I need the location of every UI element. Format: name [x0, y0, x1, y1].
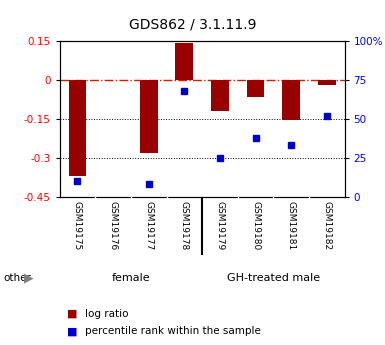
Text: GSM19181: GSM19181 — [287, 201, 296, 250]
Text: ▶: ▶ — [24, 271, 34, 284]
Bar — [176, 43, 193, 80]
Bar — [282, 80, 300, 120]
Text: GH-treated male: GH-treated male — [227, 273, 320, 283]
Text: GSM19179: GSM19179 — [216, 201, 224, 250]
Text: GSM19177: GSM19177 — [144, 201, 153, 250]
Bar — [69, 80, 86, 176]
Text: log ratio: log ratio — [85, 309, 128, 319]
Bar — [318, 80, 336, 85]
Text: GSM19180: GSM19180 — [251, 201, 260, 250]
Text: ■: ■ — [67, 326, 78, 336]
Text: other: other — [4, 273, 32, 283]
Text: GSM19175: GSM19175 — [73, 201, 82, 250]
Bar — [247, 80, 264, 97]
Text: percentile rank within the sample: percentile rank within the sample — [85, 326, 261, 336]
Bar — [140, 80, 157, 152]
Text: GSM19176: GSM19176 — [109, 201, 117, 250]
Text: GSM19178: GSM19178 — [180, 201, 189, 250]
Text: ■: ■ — [67, 309, 78, 319]
Bar — [211, 80, 229, 111]
Text: GDS862 / 3.1.11.9: GDS862 / 3.1.11.9 — [129, 17, 256, 31]
Text: female: female — [112, 273, 150, 283]
Text: GSM19182: GSM19182 — [322, 201, 331, 250]
